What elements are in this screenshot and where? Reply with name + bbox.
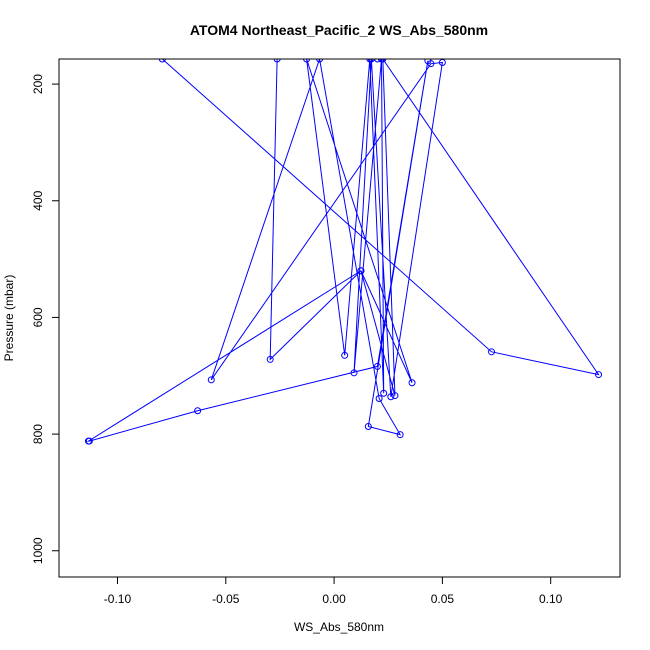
data-point	[375, 395, 383, 402]
data-point	[364, 423, 372, 430]
data-point	[367, 59, 375, 63]
y-tick-label: 600	[31, 307, 45, 327]
data-point	[158, 59, 166, 63]
series-layer	[84, 59, 603, 445]
plot-area	[84, 59, 603, 445]
x-axis: -0.10 -0.05 0.00 0.05 0.10	[104, 576, 563, 606]
data-point	[488, 348, 496, 356]
data-point	[424, 59, 432, 65]
x-tick-label: -0.10	[104, 592, 132, 606]
data-point	[595, 371, 603, 379]
data-point	[396, 431, 404, 439]
y-tick-label: 800	[31, 424, 45, 444]
chart-title: ATOM4 Northeast_Pacific_2 WS_Abs_580nm	[190, 22, 488, 38]
data-point	[303, 59, 311, 63]
data-point	[194, 407, 202, 415]
data-point	[266, 355, 274, 363]
y-tick-label: 1000	[31, 537, 45, 564]
data-point	[316, 59, 324, 63]
x-tick-label: 0.00	[322, 592, 346, 606]
data-point	[350, 369, 358, 377]
data-point	[391, 392, 399, 400]
y-tick-label: 200	[31, 74, 45, 94]
data-point	[84, 437, 92, 445]
data-point	[357, 267, 365, 275]
data-point	[273, 59, 281, 63]
y-tick-label: 400	[31, 190, 45, 210]
data-point	[387, 393, 395, 401]
data-point	[380, 389, 388, 397]
series-line	[86, 59, 600, 442]
x-tick-label: 0.10	[539, 592, 563, 606]
y-axis-label: Pressure (mbar)	[2, 275, 16, 362]
data-point	[378, 59, 386, 63]
x-tick-label: 0.05	[431, 592, 455, 606]
x-tick-label: -0.05	[212, 592, 240, 606]
data-point	[341, 351, 349, 359]
y-axis: 200 400 600 800 1000	[31, 74, 60, 564]
x-axis-label: WS_Abs_580nm	[294, 620, 384, 634]
data-point	[374, 59, 382, 63]
data-point	[373, 362, 381, 370]
data-point	[408, 379, 416, 387]
data-point	[207, 376, 215, 384]
